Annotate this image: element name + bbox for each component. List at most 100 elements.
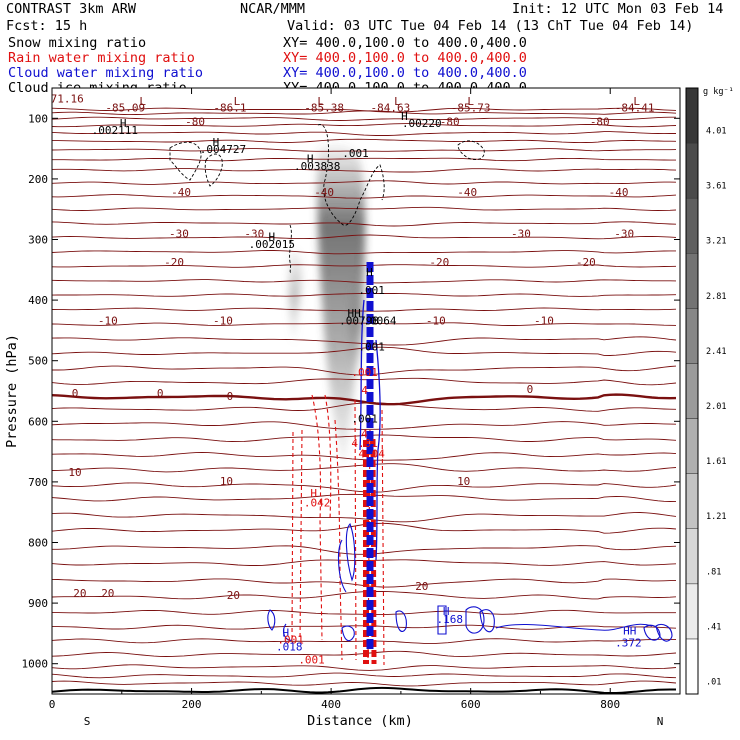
contour-label: .002015 xyxy=(249,238,295,251)
contour-label: -40 xyxy=(609,186,629,199)
temperature-contour xyxy=(52,365,677,376)
temperature-contour xyxy=(52,221,677,227)
colorbar-swatch xyxy=(685,197,699,254)
contour-label: .001 xyxy=(298,654,325,667)
rain-contour xyxy=(354,399,357,661)
temperature-contour xyxy=(52,131,676,136)
cloud-water-contour xyxy=(359,299,365,451)
temperature-contour xyxy=(52,452,677,461)
contour-label: .001 xyxy=(351,413,378,426)
contour-label: .00220 xyxy=(402,117,442,130)
contour-label: H xyxy=(443,605,450,618)
contour-label: -10 xyxy=(534,314,554,327)
contour-label: .004727 xyxy=(200,143,246,156)
contour-label: L xyxy=(234,95,241,108)
temperature-contour xyxy=(52,116,676,121)
x-tick-label: 0 xyxy=(49,698,56,711)
colorbar-label: 2.81 xyxy=(706,292,726,302)
contour-label: .042 xyxy=(304,497,331,510)
contour-label: 20 xyxy=(227,589,240,602)
colorbar-label: .41 xyxy=(706,622,721,632)
contour-label: .001 xyxy=(358,284,385,297)
y-tick-label: 1000 xyxy=(22,658,49,671)
temperature-contour xyxy=(52,680,677,687)
contour-label: 10 xyxy=(457,475,470,488)
contour-label: -85.73 xyxy=(451,102,491,115)
contour-label: 4 xyxy=(361,384,368,397)
y-tick-label: 800 xyxy=(28,537,48,550)
contour-label: 0 xyxy=(227,390,234,403)
ice-contour xyxy=(204,153,223,187)
cloud-water-contour xyxy=(337,539,347,593)
field-name: Cloud water mixing ratio xyxy=(8,65,203,81)
contour-label: .001 xyxy=(342,147,369,160)
temperature-contour xyxy=(52,512,677,523)
contour-label: -10 xyxy=(213,314,233,327)
ice-contour xyxy=(317,124,385,226)
contour-label: 0 xyxy=(527,383,534,396)
x-tick-label: 600 xyxy=(461,698,481,711)
colorbar-swatch xyxy=(685,253,699,309)
contour-label: -86.1 xyxy=(213,102,246,115)
colorbar-swatch xyxy=(685,638,699,695)
cloud-water-contour xyxy=(655,623,673,642)
colorbar-frame xyxy=(685,87,699,695)
contour-label: -20 xyxy=(576,256,596,269)
temperature-contour xyxy=(52,279,677,284)
contour-label: L xyxy=(394,95,401,108)
contour-label: L xyxy=(467,95,474,108)
colorbar-swatch xyxy=(685,583,699,640)
colorbar-swatch xyxy=(685,363,699,419)
contour-label: -84.63 xyxy=(371,102,411,115)
ice-contour xyxy=(289,224,293,273)
header: CONTRAST 3km ARW NCAR/MMM Init: 12 UTC M… xyxy=(6,1,723,96)
rain-contours xyxy=(291,394,385,666)
field-list: Snow mixing ratio XY= 400.0,100.0 to 400.… xyxy=(8,35,527,96)
temperature-contour xyxy=(52,148,677,152)
contour-label: H xyxy=(213,136,220,149)
ice-contour xyxy=(169,141,202,181)
x-tick-label: 800 xyxy=(600,698,620,711)
temperature-contour xyxy=(52,686,676,694)
contour-label: 10 xyxy=(220,475,233,488)
contour-label: .168 xyxy=(436,613,463,626)
contour-label: L xyxy=(139,95,146,108)
temperature-contour xyxy=(52,293,677,297)
cloud-water-contour xyxy=(267,609,276,631)
field-name: Rain water mixing ratio xyxy=(8,50,195,66)
contour-label: 20 xyxy=(73,587,86,600)
field-name: Snow mixing ratio xyxy=(8,35,146,51)
cloud-water-contour xyxy=(345,523,356,582)
colorbar-label: .01 xyxy=(706,677,721,687)
contour-label: HH xyxy=(348,307,361,320)
contour-label: -80 xyxy=(440,116,460,129)
field-xy: XY= 400.0,100.0 to 400.0,400.0 xyxy=(283,35,527,51)
rain-contour xyxy=(334,419,343,661)
colorbar-label: 1.21 xyxy=(706,512,726,522)
contour-label: -40 xyxy=(314,186,334,199)
org-label: NCAR/MMM xyxy=(240,1,305,17)
temperature-contour xyxy=(52,336,677,346)
contour-label: H xyxy=(310,487,317,500)
y-tick-label: 400 xyxy=(28,294,48,307)
colorbar-swatch xyxy=(685,308,699,364)
temperature-contour xyxy=(52,180,677,185)
valid-time: Valid: 03 UTC Tue 04 Feb 14 (13 ChT Tue … xyxy=(287,18,693,34)
colorbar-swatch xyxy=(685,473,699,529)
colorbar-swatch xyxy=(685,418,699,474)
contour-label: -20 xyxy=(429,256,449,269)
rain-contour xyxy=(299,429,303,641)
contour-label: -10 xyxy=(426,314,446,327)
temperature-contour xyxy=(52,107,677,113)
contour-label: -40 xyxy=(457,186,477,199)
contour-label: H xyxy=(401,110,408,123)
contour-label: .018 xyxy=(276,640,303,653)
temperature-contour xyxy=(52,234,677,240)
temperature-contour xyxy=(52,377,677,386)
x-end-label-right: N xyxy=(657,715,664,728)
colorbar: g kg⁻¹ .01 .41 .81 1.21 1.61 2.01 2.41 2.81 3.21… xyxy=(685,87,734,695)
contour-label: L xyxy=(633,95,640,108)
temperature-contour xyxy=(52,322,677,326)
rain-contour xyxy=(324,394,332,521)
